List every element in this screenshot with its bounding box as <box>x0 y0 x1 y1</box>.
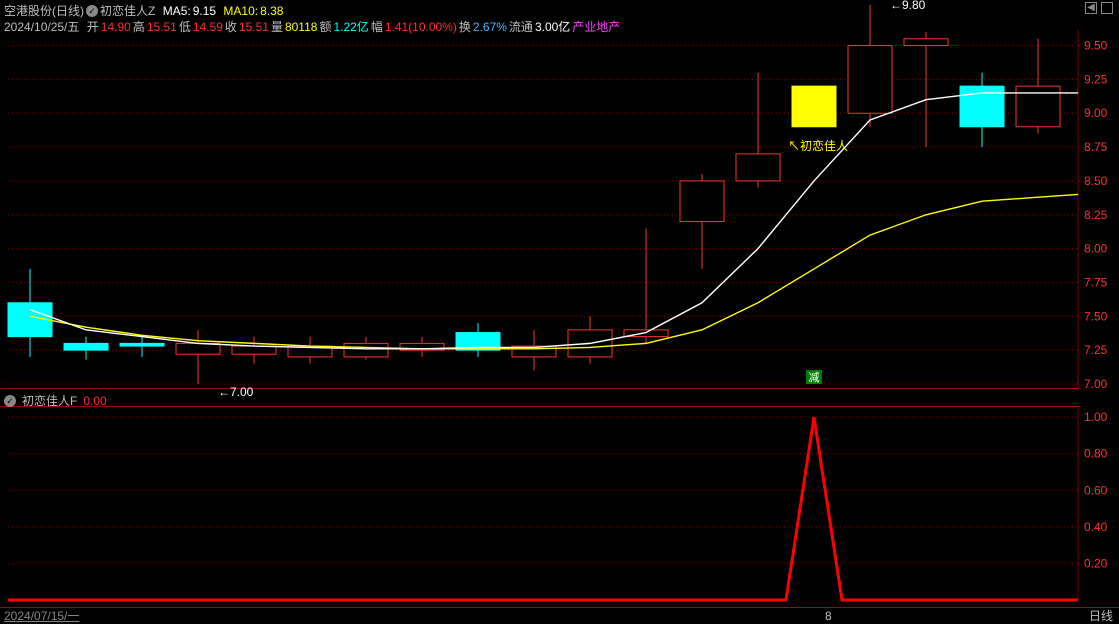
svg-text:0.20: 0.20 <box>1084 556 1108 570</box>
footer-mid: 8 <box>825 609 832 623</box>
footer-right: 日线 <box>1089 607 1113 624</box>
svg-text:7.25: 7.25 <box>1084 343 1108 357</box>
svg-text:9.25: 9.25 <box>1084 72 1108 86</box>
svg-text:8.00: 8.00 <box>1084 242 1108 256</box>
svg-text:减: 减 <box>809 371 820 384</box>
chart-svg[interactable]: 7.00 7.25 7.50 7.75 8.00 8.25 8.50 8.75 9.00 9.25… <box>0 0 1119 623</box>
svg-text:1.00: 1.00 <box>1084 410 1108 424</box>
chart-container: 空港股份(日线) ✓ 初恋佳人Z MA5: 9.15 MA10: 8.38 20… <box>0 0 1119 623</box>
svg-text:8.25: 8.25 <box>1084 208 1108 222</box>
footer-date: 2024/07/15/一 <box>4 607 79 624</box>
svg-text:8.50: 8.50 <box>1084 174 1108 188</box>
footer: 2024/07/15/一 8 日线 <box>0 607 1119 623</box>
svg-text:7.00: 7.00 <box>1084 377 1108 391</box>
svg-text:0.60: 0.60 <box>1084 483 1108 497</box>
svg-text:←9.80: ←9.80 <box>890 0 926 12</box>
svg-text:9.00: 9.00 <box>1084 106 1108 120</box>
svg-text:8.75: 8.75 <box>1084 140 1108 154</box>
svg-text:7.75: 7.75 <box>1084 275 1108 289</box>
svg-text:←7.00: ←7.00 <box>218 385 254 399</box>
svg-text:7.50: 7.50 <box>1084 309 1108 323</box>
svg-text:0.40: 0.40 <box>1084 520 1108 534</box>
svg-text:0.80: 0.80 <box>1084 447 1108 461</box>
svg-text:↖初恋佳人: ↖初恋佳人 <box>788 138 848 153</box>
svg-text:9.50: 9.50 <box>1084 39 1108 53</box>
